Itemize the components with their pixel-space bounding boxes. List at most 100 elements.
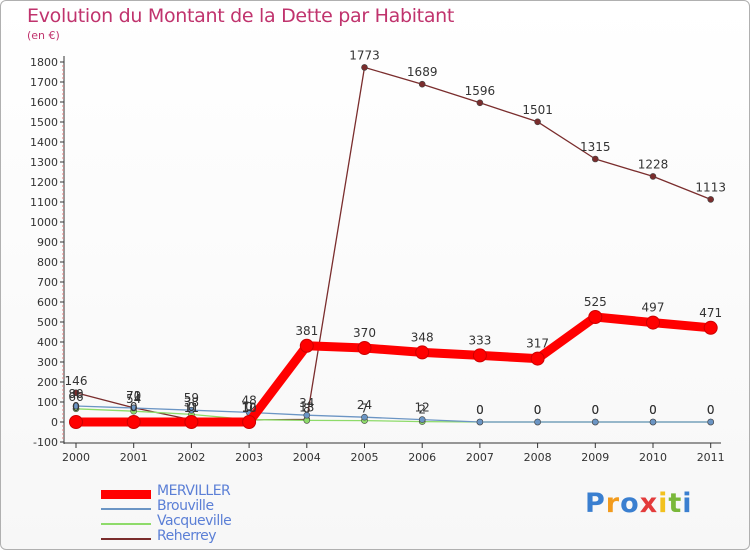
legend-swatch (101, 523, 151, 525)
data-point (591, 418, 599, 426)
data-label: 59 (184, 391, 199, 405)
data-label: 38 (184, 395, 199, 409)
data-label: 1228 (638, 157, 669, 171)
x-tick-label: 2002 (177, 451, 205, 464)
data-label: 1501 (522, 103, 553, 117)
data-point (649, 418, 657, 426)
y-tick-label: 1500 (30, 116, 58, 129)
data-label: 471 (699, 306, 722, 320)
data-label: 2 (418, 403, 426, 417)
y-tick-label: 300 (37, 356, 58, 369)
x-tick-label: 2010 (639, 451, 667, 464)
proxiti-logo: Proxiti (585, 488, 693, 519)
data-label: 525 (584, 295, 607, 309)
data-point (188, 406, 195, 414)
data-label: 381 (295, 324, 318, 338)
y-tick-label: 1300 (30, 156, 58, 169)
data-label: 54 (126, 392, 141, 406)
data-point (357, 341, 372, 355)
data-label: 317 (526, 337, 549, 351)
x-tick-label: 2009 (581, 451, 609, 464)
data-label: 7 (361, 402, 369, 416)
series-line-brouville (75, 405, 712, 423)
y-tick-label: 0 (51, 416, 58, 429)
y-tick-label: 1600 (30, 96, 58, 109)
data-label: 0 (534, 403, 542, 417)
y-tick-label: 100 (37, 396, 58, 409)
data-point (707, 418, 715, 426)
data-label: 146 (65, 374, 88, 388)
data-label: 0 (534, 403, 542, 417)
data-point (303, 411, 311, 419)
y-tick-label: 1400 (30, 136, 58, 149)
y-tick-label: 1700 (30, 76, 58, 89)
chart-title: Evolution du Montant de la Dette par Hab… (27, 5, 455, 27)
data-point (415, 345, 430, 360)
data-point (476, 418, 484, 426)
legend-label: Reherrey (157, 528, 217, 544)
data-label: 24 (357, 398, 372, 412)
series-line-merviller (71, 312, 716, 427)
legend-label: Brouville (157, 498, 214, 514)
data-point (588, 310, 603, 324)
data-point (299, 338, 314, 353)
logo-letter: o (620, 488, 640, 519)
logo-letter: r (605, 488, 621, 519)
data-label: 1315 (580, 140, 611, 154)
x-tick-label: 2003 (235, 451, 263, 464)
data-point (361, 413, 368, 421)
data-point (184, 415, 199, 429)
legend-swatch (101, 490, 151, 499)
data-point (72, 402, 80, 410)
data-label: 34 (299, 396, 314, 410)
data-label: 70 (126, 389, 141, 403)
data-point (418, 80, 426, 88)
data-point (646, 315, 660, 330)
y-tick-label: 900 (37, 236, 58, 249)
data-label: 333 (468, 333, 491, 347)
data-point (649, 173, 657, 180)
x-tick-label: 2006 (408, 451, 436, 464)
data-label: 71 (126, 389, 141, 403)
logo-letter: P (585, 488, 606, 519)
data-label: 348 (411, 330, 434, 344)
data-point (69, 415, 83, 429)
x-tick-label: 2004 (293, 451, 321, 464)
data-point (472, 348, 487, 363)
data-point (534, 418, 541, 426)
legend-swatch (101, 538, 151, 540)
data-label: 0 (591, 403, 599, 417)
x-tick-label: 2008 (524, 451, 552, 464)
legend-label: MERVILLER (157, 483, 231, 499)
data-label: 0 (245, 400, 253, 414)
logo-letter: x (639, 488, 659, 519)
data-label: 0 (476, 403, 484, 417)
x-tick-label: 2011 (697, 451, 725, 464)
data-label: 0 (649, 403, 657, 417)
data-point (591, 155, 599, 163)
y-tick-label: 1800 (30, 56, 58, 69)
data-label: 1689 (407, 65, 438, 79)
y-tick-label: 500 (37, 316, 58, 329)
y-tick-label: 700 (37, 276, 58, 289)
data-label: 0 (591, 403, 599, 417)
data-label: 0 (476, 403, 484, 417)
data-label: 0 (707, 403, 715, 417)
data-label: 0 (188, 400, 196, 414)
y-tick-label: 800 (37, 256, 58, 269)
data-point (126, 415, 141, 429)
y-axis-unit: (en €) (27, 29, 60, 42)
y-tick-label: -100 (33, 436, 58, 449)
data-label: 1596 (465, 84, 496, 98)
y-tick-label: 400 (37, 336, 58, 349)
data-point (534, 118, 541, 126)
data-point (703, 320, 718, 335)
data-label: 80 (68, 387, 83, 401)
y-tick-label: 600 (37, 296, 58, 309)
x-tick-label: 2005 (351, 451, 379, 464)
legend-label: Vacqueville (157, 513, 232, 529)
data-label: 497 (642, 301, 665, 315)
logo-letter: t (668, 488, 683, 519)
x-tick-label: 2007 (466, 451, 494, 464)
